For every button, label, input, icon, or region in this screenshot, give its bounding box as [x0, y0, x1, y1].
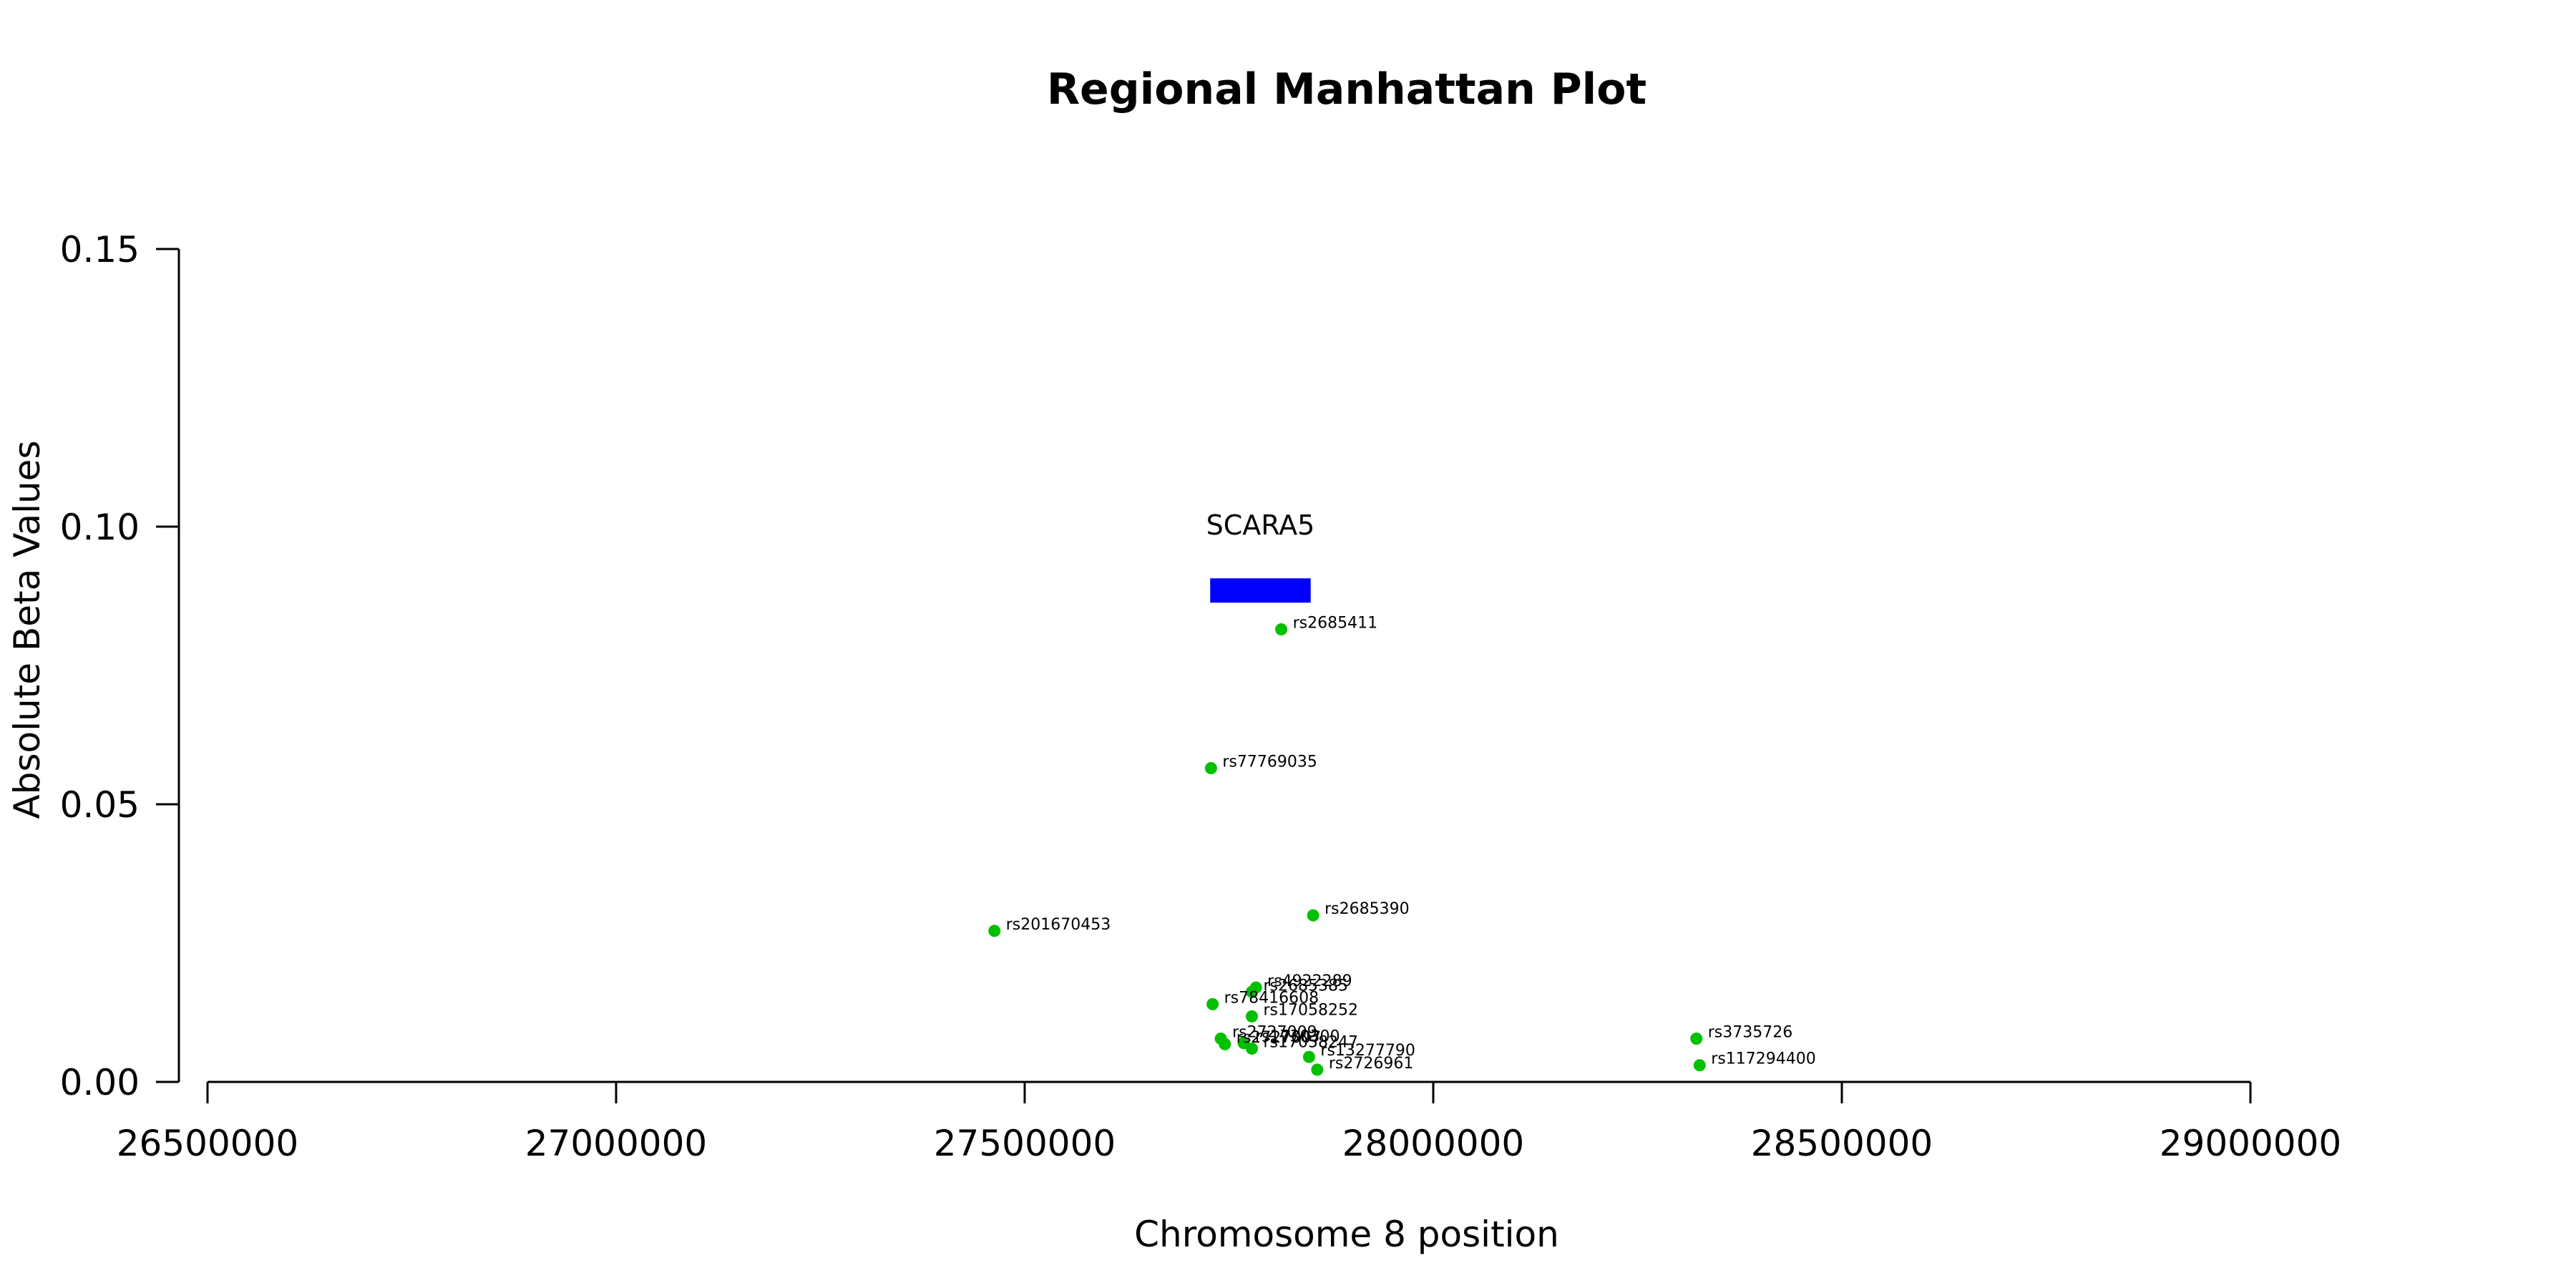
x-tick-label: 29000000 [2160, 1123, 2342, 1164]
snp-point [1245, 1042, 1258, 1055]
data-points [988, 623, 1706, 1076]
snp-label: rs117294400 [1711, 1050, 1815, 1068]
x-ticks: 26500000 27000000 27500000 28000000 28500000… [117, 1082, 2342, 1164]
gene-label: SCARA5 [1206, 509, 1315, 541]
snp-label: rs17058252 [1263, 1001, 1357, 1019]
chart-title: Regional Manhattan Plot [1047, 64, 1646, 114]
snp-labels: rs2685411 rs77769035 rs2685390 rs201670453 r… [1006, 615, 1816, 1073]
snp-label: rs2727009 [1232, 1023, 1317, 1041]
gene-track: SCARA5 [1206, 509, 1315, 603]
snp-point [1204, 762, 1217, 775]
snp-point [1693, 1059, 1706, 1072]
snp-label: rs2685390 [1324, 900, 1410, 918]
snp-label: rs78416608 [1224, 989, 1319, 1007]
snp-label: rs13277790 [1320, 1042, 1415, 1060]
snp-point [1219, 1038, 1231, 1050]
snp-label: rs3735726 [1708, 1023, 1793, 1041]
x-tick-label: 27500000 [934, 1123, 1116, 1164]
y-tick-label: 0.05 [60, 784, 140, 826]
x-tick-label: 28000000 [1342, 1123, 1525, 1164]
snp-label: rs201670453 [1006, 916, 1111, 934]
snp-point [1245, 1010, 1258, 1023]
snp-point [1311, 1063, 1324, 1076]
x-tick-label: 27000000 [525, 1123, 708, 1164]
y-tick-label: 0.00 [60, 1062, 140, 1103]
snp-point [1690, 1032, 1703, 1045]
snp-label: rs4922289 [1267, 972, 1352, 990]
snp-label: rs17058247 [1263, 1033, 1357, 1051]
x-tick-label: 26500000 [117, 1123, 299, 1164]
y-tick-label: 0.10 [60, 507, 140, 548]
snp-point [1206, 997, 1219, 1010]
y-ticks: 0.00 0.05 0.10 0.15 [60, 229, 179, 1103]
snp-point [1302, 1050, 1315, 1063]
snp-label: rs2685385 [1263, 977, 1348, 995]
x-tick-label: 28500000 [1751, 1123, 1933, 1164]
snp-point [1275, 623, 1288, 636]
snp-point [1245, 985, 1258, 998]
snp-label: rs1730300 [1255, 1028, 1340, 1046]
y-tick-label: 0.15 [60, 229, 140, 270]
snp-label: rs2726961 [1329, 1055, 1414, 1073]
x-axis-label: Chromosome 8 position [1134, 1214, 1559, 1255]
snp-label: rs2727007 [1236, 1029, 1322, 1047]
snp-label: rs2685411 [1293, 615, 1378, 633]
y-axis-label: Absolute Beta Values [6, 441, 48, 819]
gene-bar [1210, 578, 1311, 603]
snp-point [988, 924, 1001, 937]
snp-point [1307, 909, 1319, 922]
x-axis: 26500000 27000000 27500000 28000000 28500000… [117, 1080, 2342, 1164]
y-axis: 0.00 0.05 0.10 0.15 [60, 229, 180, 1103]
snp-label: rs77769035 [1222, 753, 1317, 771]
